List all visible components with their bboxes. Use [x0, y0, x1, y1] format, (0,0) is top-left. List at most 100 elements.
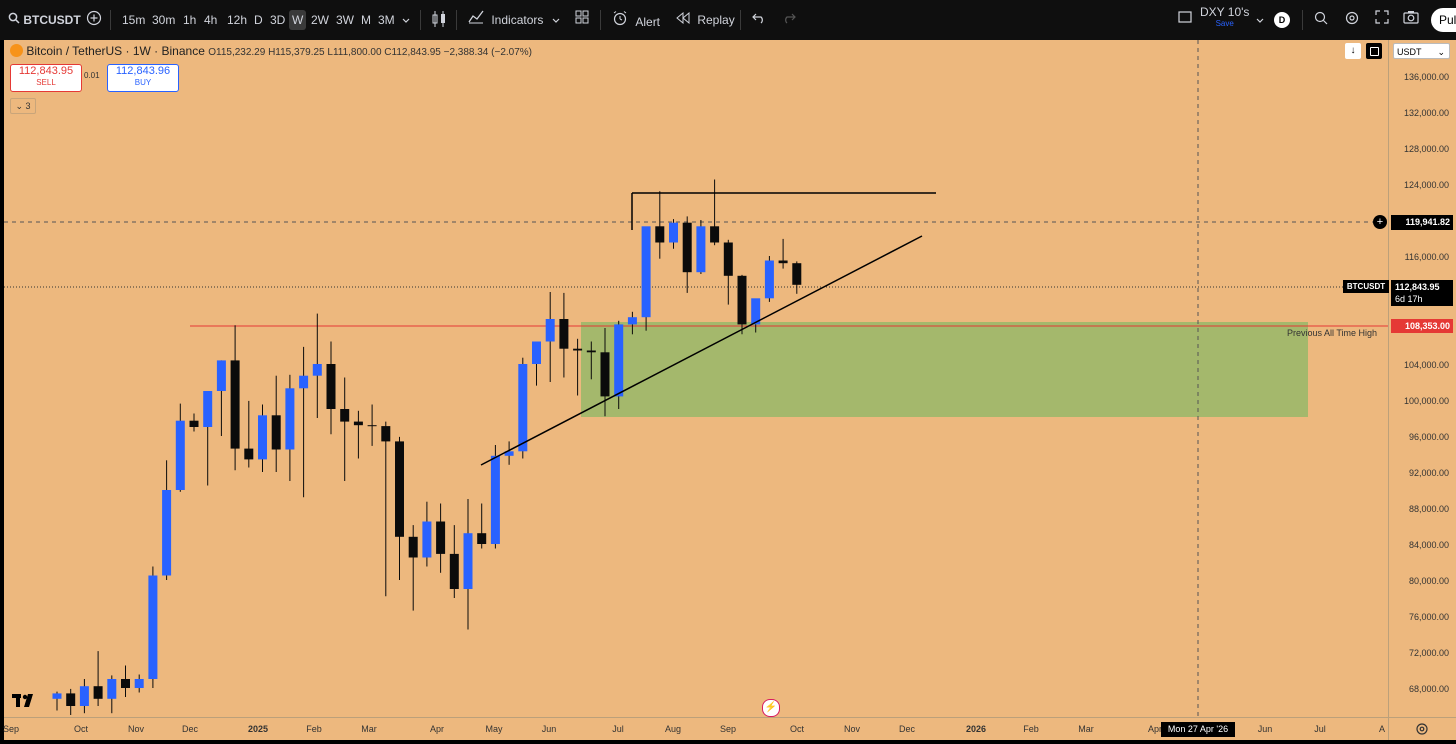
- layout-dropdown-button[interactable]: [1256, 10, 1264, 30]
- timeframe-w[interactable]: W: [289, 10, 307, 30]
- currency-label: USDT: [1397, 47, 1422, 57]
- bearish-candle: [682, 222, 692, 273]
- bearish-candle: [353, 421, 363, 426]
- bullish-candle: [162, 490, 172, 576]
- timeframe-12h[interactable]: 12h: [227, 13, 248, 27]
- add-alert-button[interactable]: +: [1373, 215, 1387, 229]
- timeframe-2w[interactable]: 2W: [311, 13, 329, 27]
- bullish-candle: [312, 364, 322, 376]
- bearish-candle: [121, 679, 130, 688]
- plus-circle-icon: [86, 10, 102, 32]
- timeframe-30m[interactable]: 30m: [152, 13, 176, 27]
- timeframe-3w[interactable]: 3W: [336, 13, 354, 27]
- timeframe-4h[interactable]: 4h: [204, 13, 218, 27]
- price-tick: 88,000.00: [1408, 504, 1449, 514]
- symbol-search[interactable]: BTCUSDT: [8, 10, 81, 30]
- publish-button[interactable]: Pul: [1431, 8, 1456, 32]
- time-tick: 2025: [247, 724, 269, 734]
- fullscreen-layout-button[interactable]: [1178, 10, 1192, 30]
- separator: [1302, 10, 1303, 30]
- camera-icon: [1403, 10, 1419, 30]
- bullish-candle: [627, 317, 637, 325]
- undo-button[interactable]: [752, 10, 766, 30]
- buy-button[interactable]: 112,843.96 BUY: [107, 64, 179, 92]
- timeframe-dropdown-button[interactable]: [402, 10, 410, 30]
- currency-selector[interactable]: USDT ⌄: [1393, 43, 1450, 59]
- last-price-value: 112,843.95: [1395, 282, 1440, 292]
- price-chart[interactable]: [4, 40, 1388, 717]
- bearish-candle: [244, 448, 254, 460]
- indicators-button[interactable]: Indicators: [468, 10, 543, 30]
- bearish-candle: [395, 441, 404, 537]
- bullish-candle: [203, 391, 213, 427]
- price-tick: 72,000.00: [1408, 648, 1449, 658]
- price-axis[interactable]: USDT ⌄ 136,000.00 132,000.00 128,000.00 …: [1343, 40, 1456, 717]
- square-icon: [1178, 10, 1192, 30]
- bullish-candle: [532, 341, 541, 364]
- indicators-dropdown-button[interactable]: [552, 10, 560, 30]
- chart-pane[interactable]: Bitcoin / TetherUS · 1W · Binance O115,2…: [4, 40, 1388, 717]
- add-symbol-button[interactable]: [86, 10, 102, 30]
- quick-search-button[interactable]: [1313, 10, 1329, 30]
- timeframe-1h[interactable]: 1h: [183, 13, 197, 27]
- replay-button[interactable]: Replay: [676, 10, 735, 30]
- bearish-candle: [723, 242, 733, 276]
- chevron-down-icon: [1256, 10, 1264, 30]
- timeframe-3d[interactable]: 3D: [270, 13, 286, 27]
- time-tick: Jun: [541, 724, 557, 734]
- bearish-candle: [655, 226, 665, 243]
- search-gear-icon: [1313, 10, 1329, 32]
- bullish-candle: [134, 679, 144, 688]
- scroll-down-button[interactable]: ↓: [1345, 43, 1361, 59]
- resistance-line: [631, 192, 936, 230]
- lightning-icon[interactable]: ⚡: [762, 699, 780, 717]
- symbol-title: Bitcoin / TetherUS · 1W · Binance: [26, 44, 205, 58]
- layout-name-button[interactable]: DXY 10's Save: [1200, 6, 1249, 28]
- ohlc-values: O115,232.29 H115,379.25 L111,800.00 C112…: [208, 47, 532, 58]
- indicators-icon: [468, 10, 484, 30]
- redo-button[interactable]: [782, 10, 796, 30]
- alert-button[interactable]: Alert: [612, 10, 660, 30]
- chevron-down-icon: [402, 10, 410, 30]
- time-axis[interactable]: Sep Oct Nov Dec 2025 Feb Mar Apr May Jun…: [2, 717, 1388, 741]
- alert-label: Alert: [635, 15, 661, 29]
- chart-type-button[interactable]: [432, 10, 446, 30]
- symbol-price-tag: BTCUSDT: [1343, 280, 1389, 293]
- candles-group: [52, 179, 802, 715]
- sell-button[interactable]: 112,843.95 SELL: [10, 64, 82, 92]
- avatar[interactable]: D: [1274, 12, 1290, 28]
- bullish-candle: [641, 226, 651, 318]
- bearish-candle: [271, 415, 281, 450]
- indicators-collapse-toggle[interactable]: ⌄ 3: [10, 98, 36, 114]
- bearish-candle: [586, 350, 596, 353]
- time-tick: Sep: [2, 724, 20, 734]
- bearish-candle: [340, 409, 350, 422]
- ath-label: Previous All Time High: [1287, 328, 1378, 338]
- square-icon: [1370, 47, 1379, 56]
- indicator-count: 3: [25, 101, 31, 111]
- bearish-candle: [737, 275, 747, 325]
- settings-button[interactable]: [1344, 10, 1360, 30]
- chart-mode-button[interactable]: [1366, 43, 1382, 59]
- fullscreen-button[interactable]: [1375, 10, 1389, 30]
- timeframe-m[interactable]: M: [361, 13, 371, 27]
- price-tick: 128,000.00: [1403, 144, 1449, 154]
- layouts-button[interactable]: [575, 10, 589, 30]
- buy-price: 112,843.96: [115, 65, 171, 77]
- bearish-candle: [449, 553, 459, 589]
- top-toolbar: BTCUSDT 15m 30m 1h 4h 12h D 3D W 2W 3W M…: [0, 0, 1456, 40]
- snapshot-button[interactable]: [1403, 10, 1419, 30]
- bullish-candle: [79, 686, 89, 706]
- price-tick: 116,000.00: [1404, 252, 1449, 262]
- price-tick: 104,000.00: [1403, 360, 1449, 370]
- timeframe-d[interactable]: D: [254, 13, 263, 27]
- price-tick: 132,000.00: [1403, 108, 1449, 118]
- timeframe-15m[interactable]: 15m: [122, 13, 146, 27]
- timeframe-3m[interactable]: 3M: [378, 13, 395, 27]
- time-tick: Dec: [898, 724, 916, 734]
- separator: [420, 10, 421, 30]
- bullish-candle: [696, 226, 706, 273]
- alarm-clock-icon: [612, 10, 628, 32]
- tradingview-logo[interactable]: [12, 694, 36, 713]
- settings-gear-icon[interactable]: [1415, 722, 1429, 741]
